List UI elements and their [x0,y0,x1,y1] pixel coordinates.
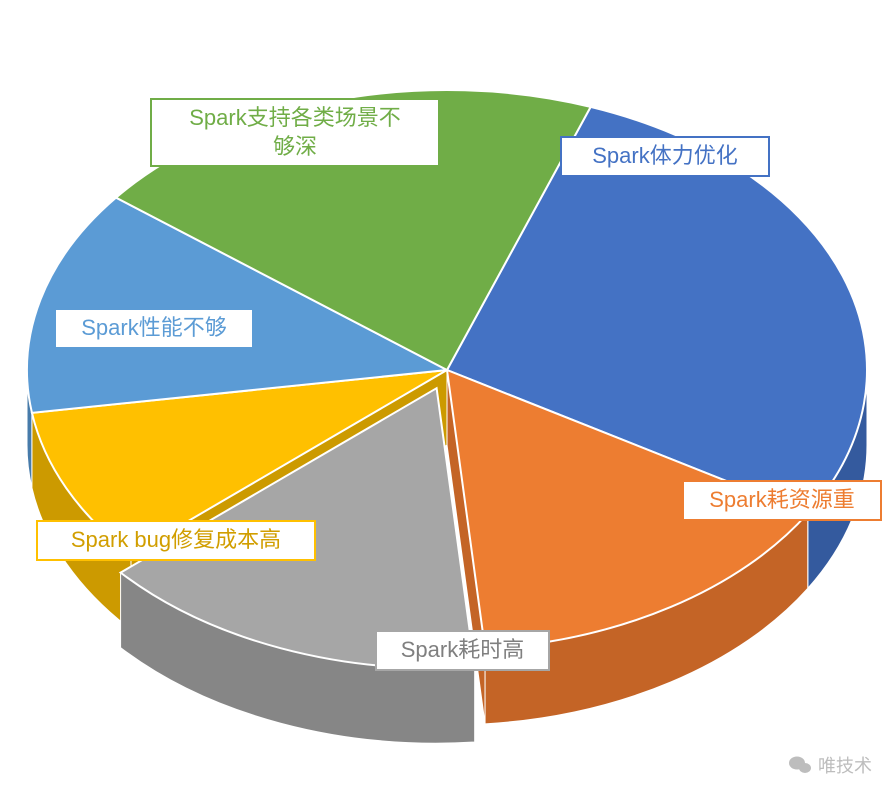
slice-label: Spark耗资源重 [682,480,882,521]
watermark-text: 唯技术 [818,752,872,778]
slice-label: Spark支持各类场景不 够深 [150,98,440,167]
slice-label: Spark体力优化 [560,136,770,177]
pie-svg [0,0,894,798]
slice-label: Spark耗时高 [375,630,550,671]
slice-label: Spark性能不够 [54,308,254,349]
slice-label: Spark bug修复成本高 [36,520,316,561]
wechat-icon [788,755,812,775]
watermark: 唯技术 [788,752,872,778]
pie-chart-3d: Spark体力优化 Spark耗资源重 Spark耗时高 Spark bug修复成本高… [0,0,894,798]
